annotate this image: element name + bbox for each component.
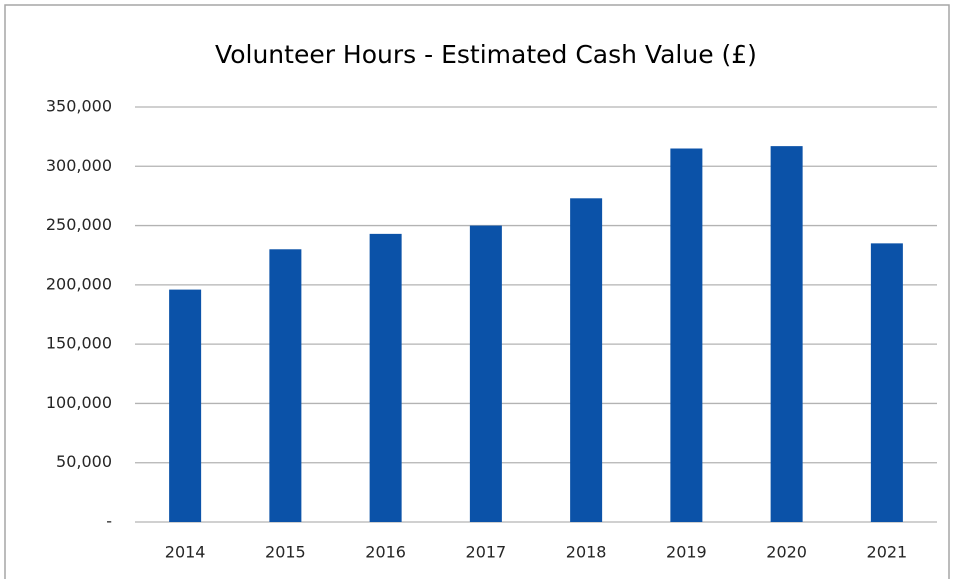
x-tick-label: 2018 xyxy=(566,543,607,562)
x-tick-label: 2014 xyxy=(165,543,206,562)
bar xyxy=(670,148,703,522)
bar xyxy=(269,249,302,523)
chart-title: Volunteer Hours - Estimated Cash Value (… xyxy=(215,40,757,69)
bar xyxy=(770,146,803,522)
bar xyxy=(369,233,402,522)
x-tick-label: 2021 xyxy=(867,543,908,562)
bar xyxy=(870,243,903,522)
x-tick-label: 2020 xyxy=(766,543,807,562)
y-tick-label: 150,000 xyxy=(46,334,112,353)
y-tick-label: 250,000 xyxy=(46,215,112,234)
y-tick-label: 50,000 xyxy=(56,452,112,471)
y-tick-label: 350,000 xyxy=(46,97,112,116)
x-tick-label: 2016 xyxy=(365,543,406,562)
y-tick-label: 100,000 xyxy=(46,393,112,412)
y-tick-label: - xyxy=(106,512,112,531)
y-tick-label: 300,000 xyxy=(46,156,112,175)
bar xyxy=(570,198,603,523)
x-tick-label: 2015 xyxy=(265,543,306,562)
x-tick-label: 2019 xyxy=(666,543,707,562)
bar xyxy=(169,289,202,522)
x-tick-label: 2017 xyxy=(466,543,507,562)
y-tick-label: 200,000 xyxy=(46,274,112,293)
bar xyxy=(469,225,502,523)
